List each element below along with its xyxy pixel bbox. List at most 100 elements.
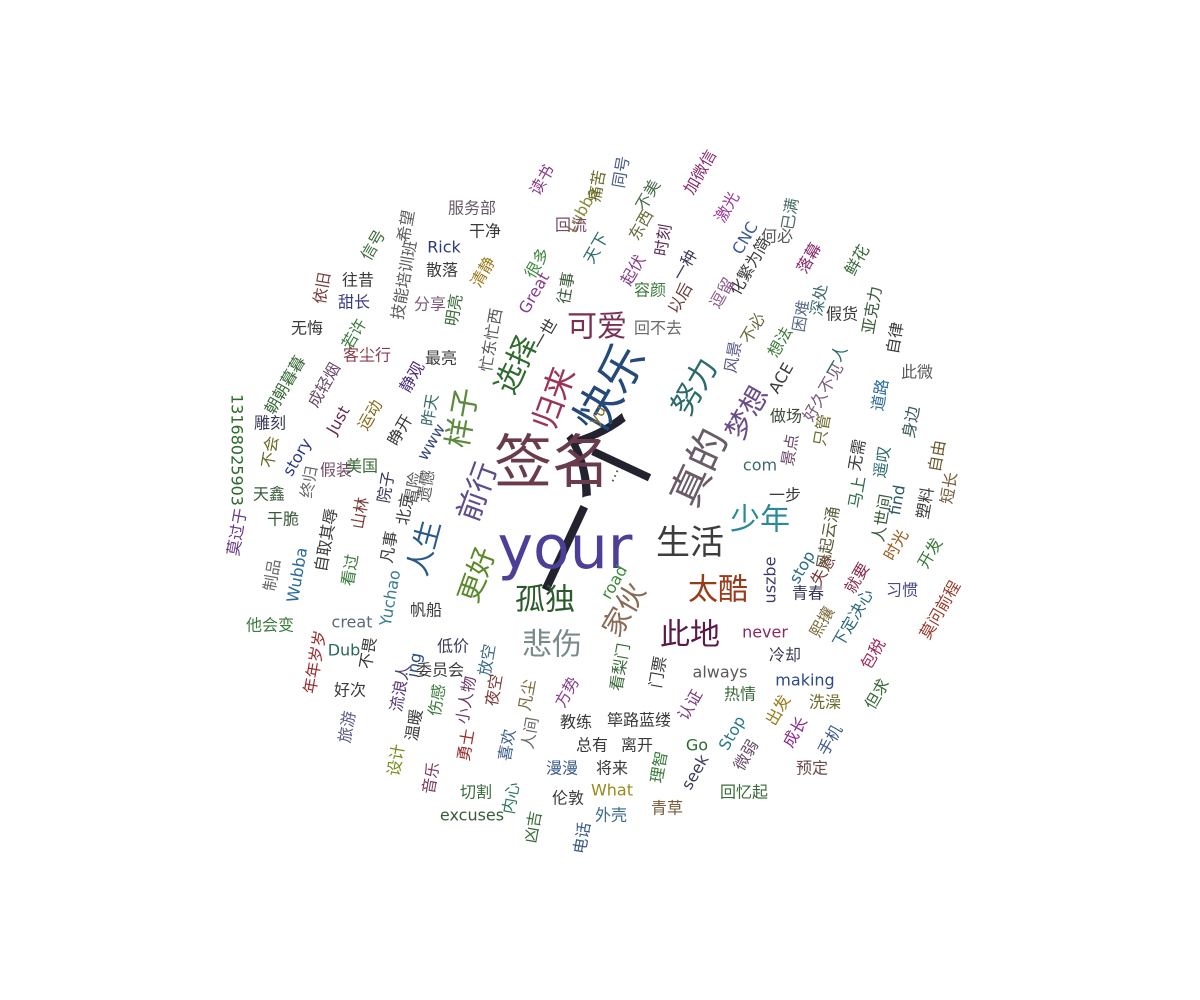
word-cloud-word: 孤独	[515, 583, 575, 618]
word-cloud-word: 昨天	[418, 393, 442, 428]
word-cloud-word: 以后	[664, 279, 696, 316]
word-cloud-word: 鲜花	[841, 241, 873, 278]
word-cloud-word: 门票	[646, 655, 670, 690]
word-cloud-word: 签名	[494, 428, 610, 496]
word-cloud-word: 内心	[499, 781, 523, 816]
word-cloud-word: 生活	[656, 523, 724, 563]
word-cloud-word: 假装	[320, 461, 352, 480]
word-cloud-word: 往昔	[342, 271, 374, 290]
word-cloud-word: 天鑫	[253, 485, 285, 504]
word-cloud-word: 道路	[868, 378, 892, 413]
word-cloud-word: 莫过于	[223, 507, 250, 558]
word-cloud-word: 一人	[819, 341, 851, 378]
word-cloud-word: 外壳	[595, 806, 627, 825]
word-cloud-word: 他会变	[246, 616, 294, 635]
word-cloud-word: uszbe	[761, 557, 780, 604]
word-cloud-word: Rick	[427, 238, 461, 257]
word-cloud-word: 教练	[560, 713, 592, 732]
word-cloud-word: never	[742, 623, 788, 642]
word-cloud-word: 此微	[901, 363, 933, 382]
word-cloud-word: 此地	[660, 618, 720, 653]
word-cloud-word: 莫问前程	[916, 578, 964, 643]
word-cloud-word: ...	[599, 463, 623, 485]
word-cloud-word: 无悔	[291, 319, 323, 338]
word-cloud-word: 努力	[665, 352, 725, 421]
word-cloud-word: 终归	[297, 465, 321, 500]
word-cloud-word: 习惯	[886, 581, 918, 600]
word-cloud-word: 方势	[551, 673, 583, 710]
word-cloud-word: 夜空	[482, 673, 506, 708]
word-cloud-word: 分享	[414, 295, 446, 314]
word-cloud-word: 亚克力	[858, 285, 885, 336]
word-cloud-word: 离开	[621, 736, 653, 755]
word-cloud-word: 年年岁岁	[300, 629, 330, 695]
word-cloud-word: 运动	[354, 396, 386, 433]
word-cloud-word: 热情	[724, 685, 756, 704]
word-cloud-word: 服务部	[448, 199, 496, 218]
word-cloud-word: 切割	[460, 783, 492, 802]
word-cloud-word: 预定	[796, 759, 828, 778]
word-cloud-word: 明亮	[442, 293, 466, 328]
word-cloud-word: 自由	[925, 439, 949, 474]
word-cloud-word: 不畏	[356, 636, 380, 671]
word-cloud-word: 时刻	[651, 223, 675, 258]
word-cloud-word: 假货	[826, 305, 858, 324]
word-cloud-word: 困难	[789, 299, 813, 334]
word-cloud-word: 人间	[518, 716, 542, 751]
word-cloud-word: 静观	[396, 358, 428, 395]
word-cloud-word: Go	[686, 736, 708, 755]
word-cloud-word: 样子	[441, 385, 486, 450]
word-cloud-word: 回忆起	[720, 783, 768, 802]
word-cloud-word: seek	[677, 750, 712, 792]
word-cloud-word: 景点	[778, 433, 802, 468]
word-cloud-word: 认证	[674, 686, 706, 723]
word-cloud-word: Dub	[328, 641, 361, 660]
word-cloud-word: always	[693, 663, 748, 682]
word-cloud-word: 勇士	[454, 728, 478, 763]
word-cloud-word: 遥叹	[870, 445, 894, 480]
word-cloud-word: 回不去	[634, 319, 682, 338]
word-cloud-word: 太酷	[688, 573, 748, 608]
word-cloud-word: your	[498, 513, 633, 583]
word-cloud-word: 雕刻	[254, 414, 286, 433]
word-cloud-word: 塑料	[913, 486, 937, 521]
word-cloud-word: 最亮	[425, 349, 457, 368]
word-cloud-word: 自取其辱	[311, 507, 341, 573]
word-cloud-word: 少年	[730, 503, 790, 538]
word-cloud-word: 自律	[883, 321, 907, 356]
word-cloud-word: 依旧	[310, 271, 334, 306]
word-cloud-word: 风景	[721, 340, 745, 375]
word-cloud-word: 不会	[258, 435, 282, 470]
word-cloud-word: 一步	[769, 486, 801, 505]
word-cloud-word: 看梨门	[606, 642, 633, 693]
word-cloud-word: 伤感	[425, 683, 449, 718]
word-cloud-word: 低价	[437, 637, 469, 656]
word-cloud-word: 漫漫	[546, 759, 578, 778]
word-cloud-word: 激光	[711, 188, 743, 225]
word-cloud-word: 理智	[647, 750, 671, 785]
word-cloud-word: ACE	[765, 359, 797, 396]
word-cloud-word: 清静	[467, 253, 499, 290]
word-cloud-word: creat	[332, 613, 373, 632]
word-cloud-word: 凡事	[377, 530, 401, 565]
word-cloud-word: 不美	[632, 176, 664, 213]
word-cloud-word: 成轻烟	[304, 359, 344, 410]
word-cloud-word: 院子	[374, 470, 398, 505]
word-cloud-word: 客尘行	[343, 346, 391, 365]
word-cloud-word: 设计	[384, 743, 408, 778]
word-cloud-word: 希望	[394, 209, 418, 244]
word-cloud-word: 身边	[899, 405, 923, 440]
word-cloud-word: 更好	[452, 543, 502, 607]
word-cloud-word: 制品	[260, 558, 284, 593]
word-cloud-word: 好次	[334, 681, 366, 700]
word-cloud-word: 美国	[346, 457, 378, 476]
word-cloud-word: 喜欢	[495, 728, 519, 763]
word-cloud-word: Wubba	[283, 546, 311, 604]
word-cloud-word: ing	[402, 651, 425, 679]
word-cloud-word: 梦想	[719, 380, 776, 445]
word-cloud-word: 筚路蓝缕	[607, 711, 671, 730]
word-cloud-word: Yuchao	[376, 568, 405, 628]
word-cloud-word: 悲伤	[522, 628, 582, 663]
